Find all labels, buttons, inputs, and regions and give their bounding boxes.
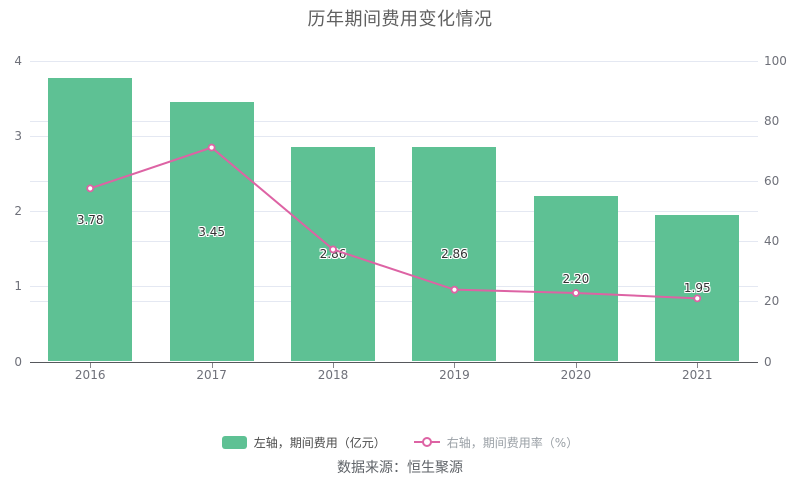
bar[interactable] — [655, 215, 740, 362]
gridline — [29, 211, 758, 212]
x-axis-line — [29, 361, 758, 363]
left-axis-tick-label: 0 — [14, 354, 22, 369]
gridline — [29, 136, 758, 137]
bar-value-label: 3.78 — [76, 212, 104, 227]
gridline — [29, 301, 758, 302]
chart-title: 历年期间费用变化情况 — [307, 9, 493, 30]
legend-item-expense-rate-line[interactable]: 右轴，期间费用率（%） — [413, 434, 579, 451]
right-axis-tick-label: 20 — [764, 294, 780, 309]
left-axis-tick-label: 3 — [14, 129, 22, 144]
x-axis-tick — [697, 362, 699, 368]
gridline — [29, 286, 758, 287]
gridline — [29, 181, 758, 182]
legend-label-expense-rate: 右轴，期间费用率（%） — [446, 435, 579, 450]
legend-label-expense: 左轴，期间费用（亿元） — [253, 435, 386, 450]
bar[interactable] — [533, 196, 618, 362]
bar[interactable] — [412, 146, 497, 362]
x-axis-category-label: 2016 — [74, 367, 106, 382]
gridline — [29, 121, 758, 122]
x-axis-category-label: 2019 — [439, 367, 470, 382]
x-axis-tick — [333, 362, 335, 368]
line-point-marker[interactable] — [450, 285, 459, 294]
gridline — [29, 61, 758, 62]
legend: 左轴，期间费用（亿元） 右轴，期间费用率（%） — [0, 433, 800, 451]
right-axis-tick-label: 40 — [764, 234, 780, 249]
right-axis-tick-label: 80 — [764, 114, 780, 129]
gridline — [29, 241, 758, 242]
bar-series-swatch-icon — [221, 435, 247, 449]
x-axis-category-label: 2017 — [196, 367, 227, 382]
bar-value-label: 1.95 — [683, 281, 711, 296]
legend-item-expense-bar[interactable]: 左轴，期间费用（亿元） — [221, 434, 386, 451]
expense-rate-line[interactable] — [89, 146, 698, 300]
x-axis-category-label: 2020 — [560, 367, 592, 382]
data-source-text: 数据来源：恒生聚源 — [337, 460, 463, 476]
bar[interactable] — [291, 146, 376, 362]
x-axis-category-label: 2018 — [317, 367, 349, 382]
x-axis-tick — [454, 362, 456, 368]
x-axis-category-label: 2021 — [682, 367, 713, 382]
right-axis-tick-label: 0 — [764, 354, 772, 369]
line-point-marker[interactable] — [329, 245, 337, 254]
line-series-marker-icon — [413, 436, 440, 449]
right-axis-tick-label: 100 — [764, 54, 787, 68]
left-axis-tick-label: 4 — [14, 54, 22, 68]
bar[interactable] — [48, 77, 133, 362]
x-axis-tick — [575, 362, 577, 368]
line-point-marker[interactable] — [571, 289, 580, 297]
line-point-marker[interactable] — [693, 294, 702, 303]
x-axis-tick — [211, 362, 213, 368]
left-axis-tick-label: 2 — [14, 204, 22, 219]
bar-value-label: 2.20 — [562, 271, 590, 286]
right-axis-tick-label: 60 — [764, 174, 780, 189]
bar-value-label: 2.86 — [441, 247, 468, 262]
left-axis-tick-label: 1 — [14, 279, 22, 294]
x-axis-tick — [90, 362, 92, 368]
line-point-marker[interactable] — [207, 143, 216, 152]
line-point-marker[interactable] — [86, 184, 95, 193]
bar-value-label: 2.86 — [319, 247, 347, 262]
bar-value-label: 3.45 — [198, 224, 225, 239]
